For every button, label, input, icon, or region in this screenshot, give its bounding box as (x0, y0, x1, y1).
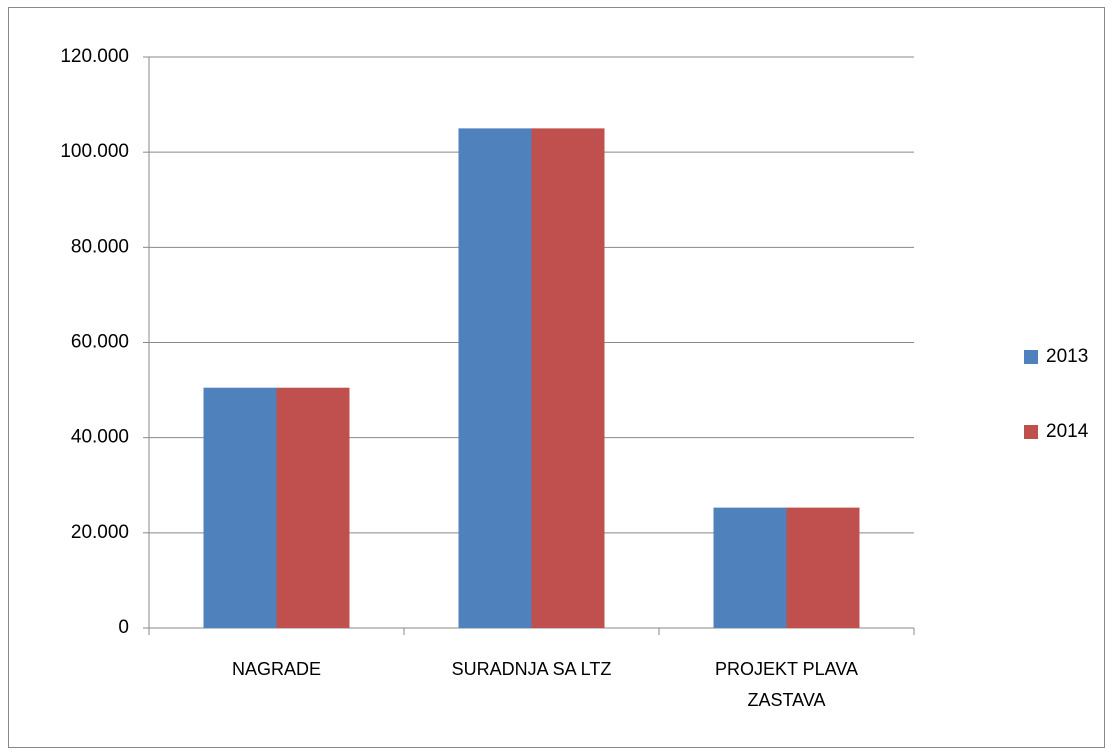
bar (531, 128, 605, 628)
legend-label: 2013 (1046, 346, 1088, 367)
bar (713, 507, 787, 628)
bar (276, 387, 350, 628)
y-tick-label: 60.000 (71, 332, 129, 353)
y-tick-label: 40.000 (71, 427, 129, 448)
x-tick-label: NAGRADE (231, 659, 321, 679)
y-tick-label: 0 (118, 617, 129, 638)
x-tick-label: PROJEKT PLAVA ZASTAVA (714, 659, 859, 710)
bar (203, 387, 277, 628)
y-tick-label: 120.000 (60, 46, 129, 67)
y-tick-label: 80.000 (71, 236, 129, 257)
y-tick-label: 20.000 (71, 522, 129, 543)
bar (786, 507, 860, 628)
x-tick-label: SURADNJA SA LTZ (451, 659, 612, 679)
y-tick-label: 100.000 (60, 141, 129, 162)
legend-label: 2014 (1046, 421, 1089, 442)
bar (458, 128, 532, 628)
legend-swatch (1024, 350, 1038, 364)
legend-swatch (1024, 425, 1038, 439)
